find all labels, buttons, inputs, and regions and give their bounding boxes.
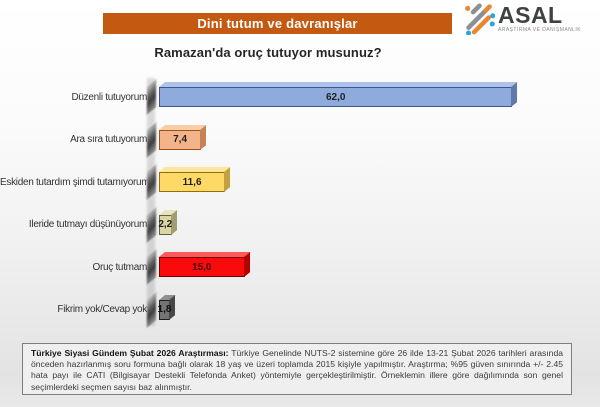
bar-zone: 62,0 xyxy=(147,79,592,115)
bar-value-label: 1,8 xyxy=(157,304,172,316)
methodology-note-title: Türkiye Siyasi Gündem Şubat 2026 Araştır… xyxy=(31,348,229,358)
bar: 7,4 xyxy=(159,129,202,150)
asal-logo: ASAL ARAŞTIRMA VE DANIŞMANLIK xyxy=(464,2,581,35)
bar: 11,6 xyxy=(159,172,226,193)
bar-row: Oruç tutmam 15,0 xyxy=(0,246,592,289)
bar-chart: Düzenli tutuyorum 62,0 Ara sıra tutuyoru… xyxy=(0,76,592,332)
asal-logo-name: ASAL xyxy=(498,2,563,28)
asal-logo-subtitle: ARAŞTIRMA VE DANIŞMANLIK xyxy=(498,27,582,33)
asal-logo-text: ASAL ARAŞTIRMA VE DANIŞMANLIK xyxy=(498,2,582,34)
axis-wall-segment xyxy=(147,122,156,158)
category-label: Ara sıra tutuyorum xyxy=(70,134,147,146)
axis-wall-segment xyxy=(147,164,156,200)
bar-value-label: 2,2 xyxy=(158,219,173,231)
chart-title: Ramazan'da oruç tutuyor musunuz? xyxy=(154,45,382,60)
bar: 1,8 xyxy=(157,299,172,320)
bar-zone: 11,6 xyxy=(147,164,592,200)
axis-wall-segment xyxy=(147,79,156,115)
category-label: Oruç tutmam xyxy=(92,261,148,273)
bar: 62,0 xyxy=(159,87,513,108)
bar-value-label: 62,0 xyxy=(325,91,346,103)
axis-wall xyxy=(147,78,155,326)
bar-zone: 1,8 xyxy=(147,292,592,328)
category-label: Fikrim yok/Cevap yok xyxy=(57,304,147,316)
bar: 2,2 xyxy=(158,214,173,235)
category-label: Düzenli tutuyorum xyxy=(71,91,148,103)
bar-row: Düzenli tutuyorum 62,0 xyxy=(0,76,592,119)
bar-row: Ara sıra tutuyorum 7,4 xyxy=(0,119,592,162)
bar-row: Fikrim yok/Cevap yok 1,8 xyxy=(0,289,592,332)
axis-wall-segment xyxy=(147,249,156,285)
axis-wall-segment xyxy=(147,292,156,328)
category-label: Eskiden tutardım şimdi tutamıyorum xyxy=(0,176,150,188)
asal-logo-icon xyxy=(465,3,495,35)
axis-wall-segment xyxy=(147,207,156,243)
bar: 15,0 xyxy=(159,257,245,278)
category-label: İleride tutmayı düşünüyorum xyxy=(28,219,147,231)
chart-rows: Düzenli tutuyorum 62,0 Ara sıra tutuyoru… xyxy=(0,76,592,332)
bar-zone: 7,4 xyxy=(147,122,592,158)
bar-row: Eskiden tutardım şimdi tutamıyorum 11,6 xyxy=(0,161,592,204)
bar-zone: 15,0 xyxy=(147,249,592,285)
methodology-note-text: Türkiye Genelinde NUTS-2 sistemine göre … xyxy=(31,348,564,392)
bar-zone: 2,2 xyxy=(147,207,592,243)
bar-row: İleride tutmayı düşünüyorum 2,2 xyxy=(0,204,592,247)
methodology-note: Türkiye Siyasi Gündem Şubat 2026 Araştır… xyxy=(22,343,572,395)
bar-value-label: 15,0 xyxy=(192,261,212,273)
section-banner: Dini tutum ve davranışlar xyxy=(103,13,452,34)
bar-value-label: 11,6 xyxy=(182,176,202,188)
bar-value-label: 7,4 xyxy=(173,134,188,146)
